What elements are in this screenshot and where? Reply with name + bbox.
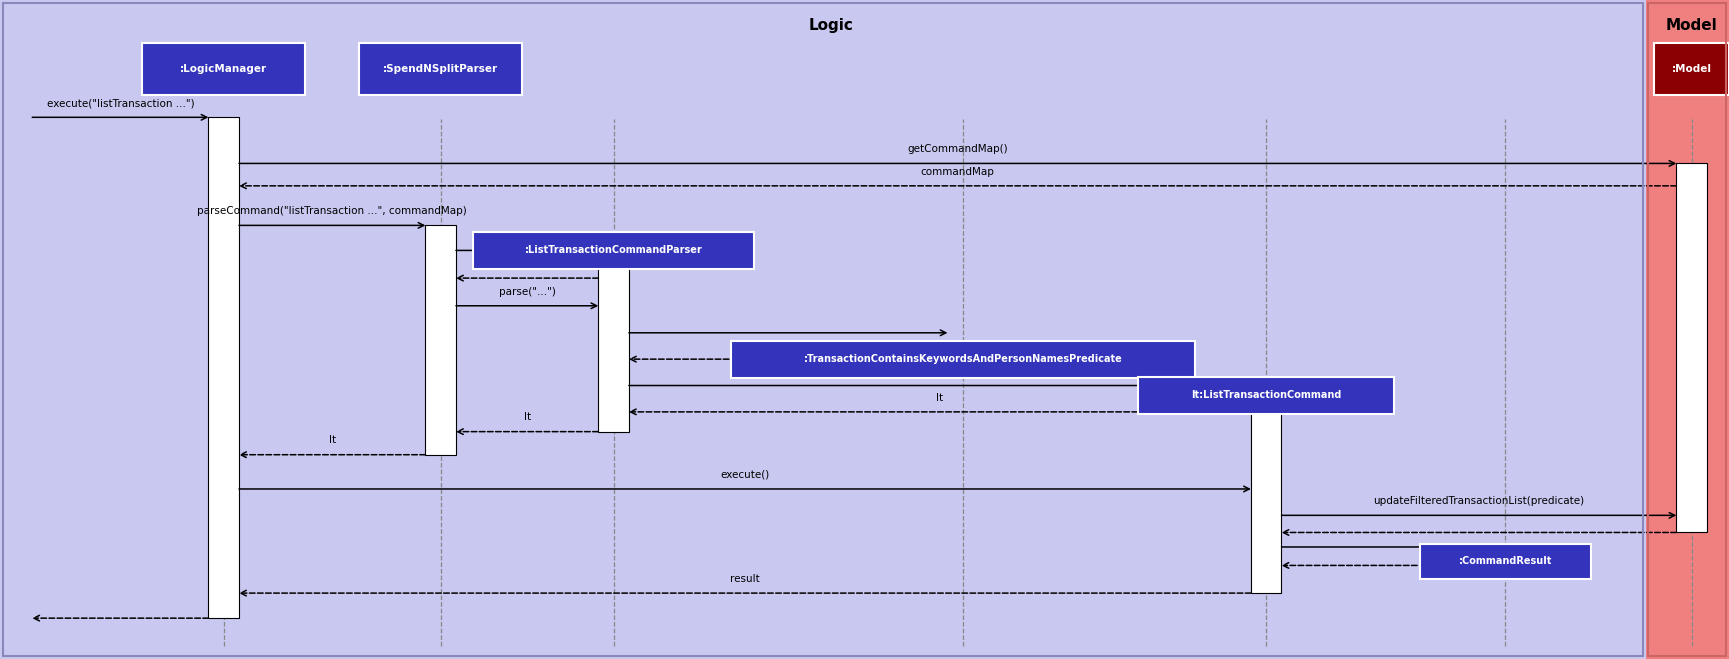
FancyBboxPatch shape	[1420, 544, 1591, 579]
Text: lt: lt	[937, 393, 944, 403]
Bar	[209, 117, 239, 618]
FancyBboxPatch shape	[474, 232, 754, 269]
Text: :Model: :Model	[1672, 64, 1712, 74]
Text: lt:ListTransactionCommand: lt:ListTransactionCommand	[1191, 390, 1342, 401]
Text: :SpendNSplitParser: :SpendNSplitParser	[384, 64, 498, 74]
Text: result: result	[730, 574, 759, 584]
FancyBboxPatch shape	[731, 341, 1195, 378]
Bar	[1252, 386, 1281, 593]
Text: :LogicManager: :LogicManager	[180, 64, 268, 74]
Bar	[425, 225, 456, 455]
Text: getCommandMap(): getCommandMap()	[908, 144, 1008, 154]
Text: parseCommand("listTransaction ...", commandMap): parseCommand("listTransaction ...", comm…	[197, 206, 467, 216]
Bar	[1648, 3, 1726, 656]
Text: execute(): execute()	[721, 470, 769, 480]
Text: lt: lt	[524, 413, 531, 422]
Text: :CommandResult: :CommandResult	[1459, 556, 1553, 567]
Bar	[1646, 0, 1729, 659]
Bar	[598, 252, 629, 432]
FancyBboxPatch shape	[360, 43, 522, 95]
Text: updateFilteredTransactionList(predicate): updateFilteredTransactionList(predicate)	[1373, 496, 1584, 506]
Text: Model: Model	[1665, 18, 1717, 33]
Text: commandMap: commandMap	[922, 167, 994, 177]
Text: parse("..."): parse("...")	[498, 287, 555, 297]
FancyBboxPatch shape	[1655, 43, 1729, 95]
Text: Logic: Logic	[807, 18, 852, 33]
Text: execute("listTransaction ..."): execute("listTransaction ...")	[47, 98, 194, 108]
Text: :TransactionContainsKeywordsAndPersonNamesPredicate: :TransactionContainsKeywordsAndPersonNam…	[804, 354, 1122, 364]
Text: :ListTransactionCommandParser: :ListTransactionCommandParser	[524, 245, 702, 256]
FancyBboxPatch shape	[1138, 377, 1394, 414]
Bar	[1677, 163, 1707, 532]
Text: lt: lt	[329, 436, 335, 445]
FancyBboxPatch shape	[142, 43, 304, 95]
